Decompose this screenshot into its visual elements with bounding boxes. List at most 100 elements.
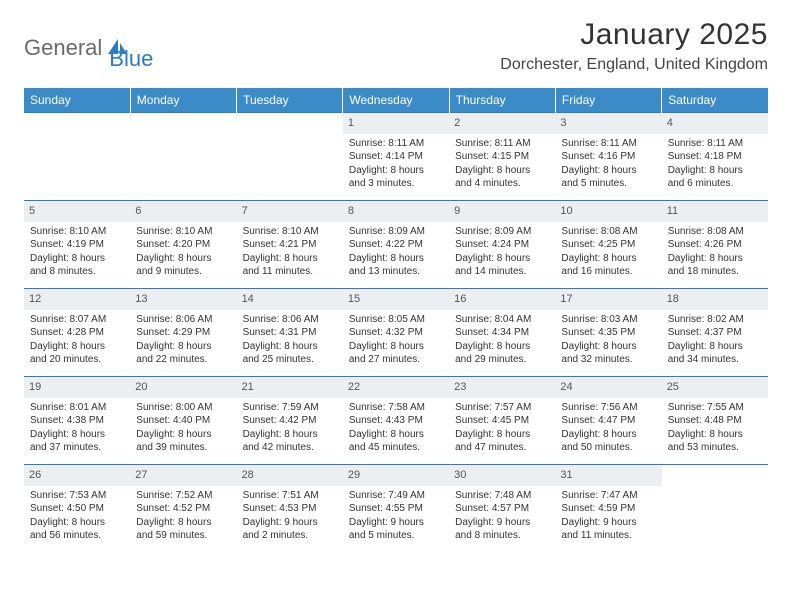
calendar-cell: 11Sunrise: 8:08 AMSunset: 4:26 PMDayligh… (662, 201, 768, 289)
day-number: 4 (662, 113, 768, 134)
calendar-cell: 9Sunrise: 8:09 AMSunset: 4:24 PMDaylight… (449, 201, 555, 289)
calendar-week: 1Sunrise: 8:11 AMSunset: 4:14 PMDaylight… (24, 113, 768, 201)
sunrise-text: Sunrise: 7:57 AM (455, 401, 549, 415)
sunset-text: Sunset: 4:26 PM (668, 238, 762, 252)
dl1-text: Daylight: 8 hours (30, 428, 124, 442)
weekday-header: Saturday (662, 88, 768, 113)
dl2-text: and 9 minutes. (136, 265, 230, 279)
calendar-cell: 13Sunrise: 8:06 AMSunset: 4:29 PMDayligh… (130, 289, 236, 377)
sunset-text: Sunset: 4:40 PM (136, 414, 230, 428)
dl1-text: Daylight: 8 hours (30, 516, 124, 530)
sunset-text: Sunset: 4:45 PM (455, 414, 549, 428)
heading: January 2025 Dorchester, England, United… (500, 18, 768, 74)
location: Dorchester, England, United Kingdom (500, 56, 768, 74)
dl1-text: Daylight: 8 hours (243, 252, 337, 266)
weekday-header: Friday (555, 88, 661, 113)
day-number: 6 (130, 201, 236, 222)
dl1-text: Daylight: 8 hours (349, 164, 443, 178)
sunset-text: Sunset: 4:25 PM (561, 238, 655, 252)
calendar-cell: 29Sunrise: 7:49 AMSunset: 4:55 PMDayligh… (343, 465, 449, 553)
calendar-header: SundayMondayTuesdayWednesdayThursdayFrid… (24, 88, 768, 113)
calendar-cell: 23Sunrise: 7:57 AMSunset: 4:45 PMDayligh… (449, 377, 555, 465)
calendar-cell: 26 Sunrise: 7:53 AMSunset: 4:50 PMDayligh… (24, 465, 130, 553)
calendar-cell (24, 113, 130, 201)
day-number: 18 (662, 289, 768, 310)
sunset-text: Sunset: 4:52 PM (136, 502, 230, 516)
sunrise-text: Sunrise: 8:11 AM (455, 137, 549, 151)
dl2-text: and 2 minutes. (243, 529, 337, 543)
day-number: 30 (449, 465, 555, 486)
sunset-text: Sunset: 4:21 PM (243, 238, 337, 252)
logo-text-blue: Blue (109, 46, 153, 72)
calendar-week: 19Sunrise: 8:01 AMSunset: 4:38 PMDayligh… (24, 377, 768, 465)
sunset-text: Sunset: 4:34 PM (455, 326, 549, 340)
day-number: 28 (237, 465, 343, 486)
header-row: General Blue January 2025 Dorchester, En… (24, 18, 768, 74)
sunset-text: Sunset: 4:48 PM (668, 414, 762, 428)
sunset-text: Sunset: 4:29 PM (136, 326, 230, 340)
sunrise-text: Sunrise: 8:05 AM (349, 313, 443, 327)
dl1-text: Daylight: 8 hours (136, 516, 230, 530)
calendar-table: SundayMondayTuesdayWednesdayThursdayFrid… (24, 88, 768, 553)
dl2-text: and 50 minutes. (561, 441, 655, 455)
dl2-text: and 5 minutes. (561, 177, 655, 191)
calendar-cell: 30Sunrise: 7:48 AMSunset: 4:57 PMDayligh… (449, 465, 555, 553)
sunset-text: Sunset: 4:16 PM (561, 150, 655, 164)
calendar-cell: 8Sunrise: 8:09 AMSunset: 4:22 PMDaylight… (343, 201, 449, 289)
dl1-text: Daylight: 8 hours (668, 252, 762, 266)
sunset-text: Sunset: 4:38 PM (30, 414, 124, 428)
dl1-text: Daylight: 9 hours (455, 516, 549, 530)
sunrise-text: Sunrise: 7:52 AM (136, 489, 230, 503)
dl2-text: and 13 minutes. (349, 265, 443, 279)
dl2-text: and 45 minutes. (349, 441, 443, 455)
calendar-cell: 31Sunrise: 7:47 AMSunset: 4:59 PMDayligh… (555, 465, 661, 553)
calendar-cell: 1Sunrise: 8:11 AMSunset: 4:14 PMDaylight… (343, 113, 449, 201)
calendar-cell: 27 Sunrise: 7:52 AMSunset: 4:52 PMDayligh… (130, 465, 236, 553)
logo-text-general: General (24, 35, 102, 61)
day-number: 17 (555, 289, 661, 310)
calendar-cell: 17Sunrise: 8:03 AMSunset: 4:35 PMDayligh… (555, 289, 661, 377)
day-number: 29 (343, 465, 449, 486)
sunrise-text: Sunrise: 8:08 AM (668, 225, 762, 239)
day-number: 27 (130, 465, 236, 486)
day-number: 2 (449, 113, 555, 134)
sunset-text: Sunset: 4:20 PM (136, 238, 230, 252)
calendar-cell: 28Sunrise: 7:51 AMSunset: 4:53 PMDayligh… (237, 465, 343, 553)
dl2-text: and 4 minutes. (455, 177, 549, 191)
sunrise-text: Sunrise: 7:49 AM (349, 489, 443, 503)
dl2-text: and 14 minutes. (455, 265, 549, 279)
calendar-cell: 5Sunrise: 8:10 AMSunset: 4:19 PMDaylight… (24, 201, 130, 289)
weekday-header: Monday (130, 88, 236, 113)
calendar-cell: 7Sunrise: 8:10 AMSunset: 4:21 PMDaylight… (237, 201, 343, 289)
sunrise-text: Sunrise: 8:10 AM (136, 225, 230, 239)
calendar-cell: 16Sunrise: 8:04 AMSunset: 4:34 PMDayligh… (449, 289, 555, 377)
dl1-text: Daylight: 8 hours (136, 340, 230, 354)
dl2-text: and 8 minutes. (455, 529, 549, 543)
day-number: 20 (130, 377, 236, 398)
month-title: January 2025 (500, 18, 768, 52)
sunrise-text: Sunrise: 7:55 AM (668, 401, 762, 415)
dl2-text: and 29 minutes. (455, 353, 549, 367)
calendar-cell: 12Sunrise: 8:07 AMSunset: 4:28 PMDayligh… (24, 289, 130, 377)
sunrise-text: Sunrise: 8:09 AM (349, 225, 443, 239)
calendar-cell: 24Sunrise: 7:56 AMSunset: 4:47 PMDayligh… (555, 377, 661, 465)
sunrise-text: Sunrise: 7:47 AM (561, 489, 655, 503)
sunrise-text: Sunrise: 8:04 AM (455, 313, 549, 327)
dl2-text: and 42 minutes. (243, 441, 337, 455)
dl1-text: Daylight: 8 hours (30, 340, 124, 354)
logo: General Blue (24, 24, 153, 72)
dl2-text: and 32 minutes. (561, 353, 655, 367)
sunset-text: Sunset: 4:35 PM (561, 326, 655, 340)
dl2-text: and 3 minutes. (349, 177, 443, 191)
dl2-text: and 11 minutes. (243, 265, 337, 279)
calendar-cell: 19Sunrise: 8:01 AMSunset: 4:38 PMDayligh… (24, 377, 130, 465)
sunrise-text: Sunrise: 7:53 AM (30, 489, 124, 503)
sunset-text: Sunset: 4:50 PM (30, 502, 124, 516)
sunrise-text: Sunrise: 8:00 AM (136, 401, 230, 415)
sunset-text: Sunset: 4:28 PM (30, 326, 124, 340)
dl1-text: Daylight: 8 hours (349, 252, 443, 266)
sunset-text: Sunset: 4:15 PM (455, 150, 549, 164)
dl2-text: and 37 minutes. (30, 441, 124, 455)
day-number: 26 (24, 465, 130, 486)
day-number: 12 (24, 289, 130, 310)
